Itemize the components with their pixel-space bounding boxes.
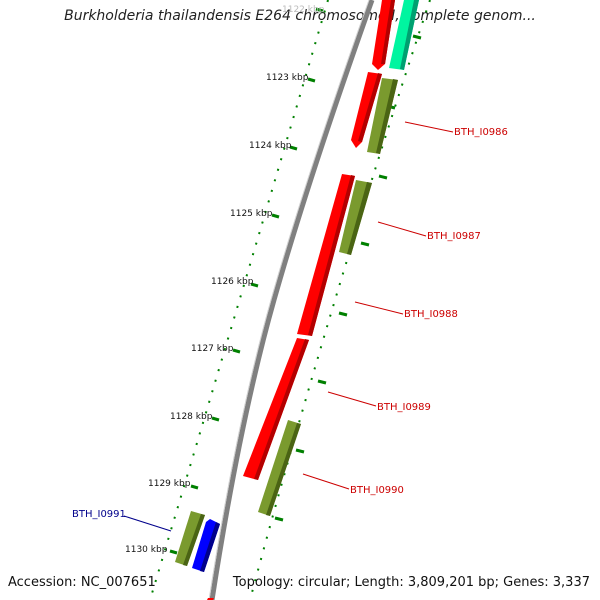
ruler-label-1124: 1124 kbp (249, 141, 292, 151)
olive-feature-4-shade (183, 514, 205, 566)
gene-label-leaders (123, 121, 454, 532)
olive-feature-track[interactable] (175, 78, 398, 566)
left-tick-track (149, 0, 329, 600)
right-tick-track (249, 0, 431, 600)
red-feature-4-shade (254, 339, 309, 480)
ruler-label-1130: 1130 kbp (125, 545, 168, 555)
ruler-label-1129: 1129 kbp (148, 479, 191, 489)
olive-feature-1-shade (376, 79, 398, 154)
gene-label-bth-i0989[interactable]: BTH_I0989 (377, 402, 431, 413)
red-feature-2-shade (358, 73, 382, 142)
ruler-label-1126: 1126 kbp (211, 277, 254, 287)
red-feature-track[interactable] (243, 0, 395, 480)
gene-label-bth-i0988[interactable]: BTH_I0988 (404, 309, 458, 320)
gene-labels: BTH_I0986 BTH_I0987 BTH_I0988 BTH_I0989 … (72, 127, 508, 520)
ruler-label-1127: 1127 kbp (191, 344, 234, 354)
blue-feature-track[interactable] (192, 519, 220, 572)
teal-feature-track[interactable] (389, 0, 419, 70)
ruler-label-1128: 1128 kbp (170, 412, 213, 422)
olive-feature-2-shade (347, 182, 372, 255)
ruler-label-1123: 1123 kbp (266, 73, 309, 83)
topology-label: Topology: circular; Length: 3,809,201 bp… (232, 575, 590, 590)
teal-feature-1-shade (400, 0, 419, 70)
backbone-arc (209, 0, 375, 600)
blue-feature-1-shade (200, 522, 220, 572)
ruler-labels: 1122 kbp 1123 kbp 1124 kbp 1125 kbp 1126… (125, 5, 325, 555)
gene-label-bth-i0987[interactable]: BTH_I0987 (427, 231, 481, 242)
accession-label: Accession: NC_007651 (8, 575, 156, 590)
red-feature-3-shade (308, 175, 355, 336)
gene-label-bth-i0990[interactable]: BTH_I0990 (350, 485, 404, 496)
gene-label-bth-i0991[interactable]: BTH_I0991 (72, 509, 126, 520)
backbone-arc-highlight (208, 0, 370, 600)
red-feature-1-shade (381, 0, 395, 64)
gene-label-bth-i0986[interactable]: BTH_I0986 (454, 127, 508, 138)
ruler-label-1125: 1125 kbp (230, 209, 273, 219)
map-title: Burkholderia thailandensis E264 chromoso… (64, 8, 536, 24)
olive-feature-3-shade (266, 423, 301, 516)
ruler-label-1122: 1122 kbp (282, 5, 325, 15)
